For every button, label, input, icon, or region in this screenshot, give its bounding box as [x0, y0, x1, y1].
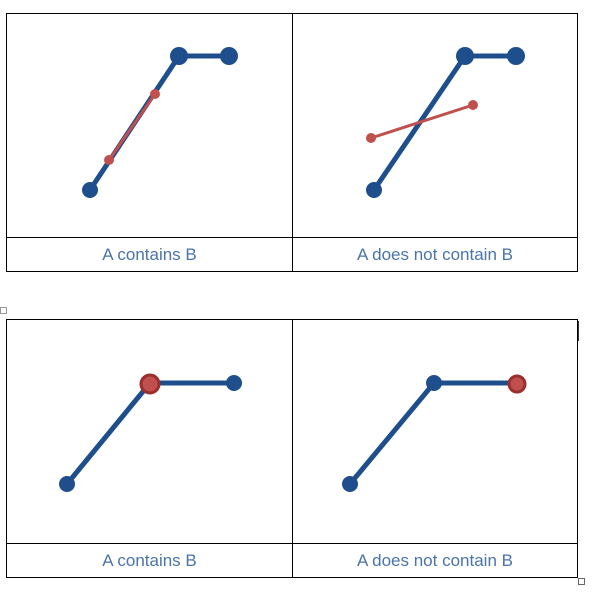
panel-not-contains-point: [293, 320, 577, 543]
diagram-contains-point: [59, 373, 242, 492]
figure-row: [7, 14, 577, 238]
comparison-table-lines: A contains B A does not contain B: [6, 13, 578, 272]
vertex-a: [507, 47, 525, 65]
caption-row: A contains B A does not contain B: [7, 238, 577, 272]
vertex-a: [220, 47, 238, 65]
diagram-not-contains-point: [342, 374, 527, 492]
vertex-a: [366, 182, 382, 198]
line-b: [370, 103, 474, 140]
panel-contains-line: [7, 14, 293, 237]
vertex-b: [150, 89, 160, 99]
vertex-a: [170, 47, 188, 65]
caption: A does not contain B: [357, 245, 513, 264]
figure-row: [7, 320, 577, 544]
text-cursor-icon: [578, 321, 579, 341]
comparison-table-points: A contains B A does not contain B: [6, 319, 578, 578]
vertex-a: [456, 47, 474, 65]
line-a: [64, 380, 237, 487]
vertex-a: [59, 476, 75, 492]
caption-row: A contains B A does not contain B: [7, 544, 577, 578]
diagram-contains-line: [82, 47, 238, 198]
vertex-a: [342, 476, 358, 492]
diagram-not-contains-line: [366, 47, 525, 198]
panel-not-contains-line: [293, 14, 577, 237]
line-a: [87, 53, 232, 193]
line-a: [371, 53, 519, 193]
vertex-b: [366, 133, 376, 143]
line-b: [107, 93, 157, 161]
table-resize-handle-icon[interactable]: [578, 578, 585, 585]
vertex-a: [426, 375, 442, 391]
caption: A contains B: [102, 245, 197, 264]
panel-contains-point: [7, 320, 293, 543]
vertex-b: [468, 100, 478, 110]
line-a: [347, 380, 520, 487]
vertex-a: [226, 375, 242, 391]
table-move-handle-icon[interactable]: [0, 307, 7, 314]
point-b: [507, 374, 527, 394]
vertex-b: [104, 155, 114, 165]
point-b: [139, 373, 161, 395]
caption: A contains B: [102, 551, 197, 570]
vertex-a: [82, 182, 98, 198]
caption: A does not contain B: [357, 551, 513, 570]
